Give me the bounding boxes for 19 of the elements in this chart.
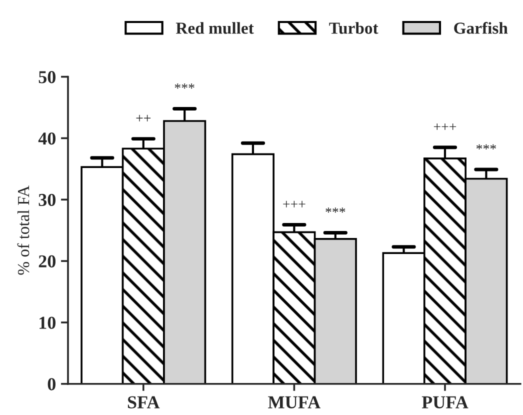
y-tick-label: 10 xyxy=(40,316,56,329)
y-tick-label: 0 xyxy=(48,378,56,390)
y-tick-label: 20 xyxy=(38,255,56,268)
annotation: *** xyxy=(326,208,346,213)
x-tick-label: MUFA xyxy=(268,396,320,408)
annotation: +++ xyxy=(434,123,456,130)
x-tick-label: PUFA xyxy=(422,396,468,408)
annotation: *** xyxy=(174,84,194,89)
y-tick-label: 40 xyxy=(38,132,56,145)
x-tick-label: SFA xyxy=(128,396,160,408)
legend-label: Garfish xyxy=(454,22,508,34)
y-axis-title: % of total FA xyxy=(17,185,30,275)
y-tick-label: 50 xyxy=(38,71,56,84)
annotation: *** xyxy=(476,144,496,150)
legend-label: Red mullet xyxy=(176,22,254,34)
y-tick-label: 30 xyxy=(38,194,56,206)
annotation: +++ xyxy=(283,200,306,208)
legend-label: Turbot xyxy=(329,22,378,34)
annotation: ++ xyxy=(136,114,151,122)
